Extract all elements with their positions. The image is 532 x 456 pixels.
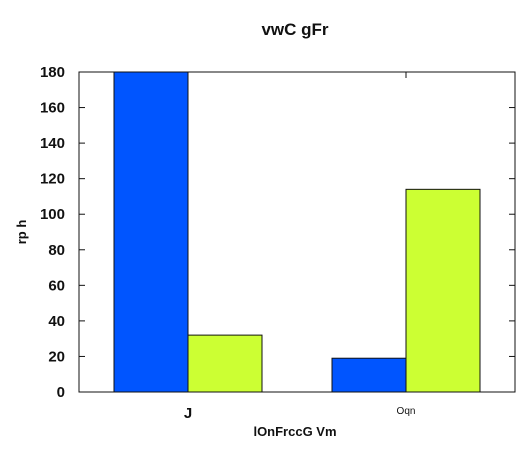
bar: [405, 188, 481, 393]
plot-frame: [78, 71, 516, 393]
y-tick-label: 80: [48, 242, 65, 259]
bar: [113, 71, 189, 393]
y-axis-label: rp h: [14, 220, 29, 245]
y-tick-label: 20: [48, 348, 65, 365]
y-tick-label: 60: [48, 277, 65, 294]
x-tick-label: Oqn: [397, 406, 416, 417]
y-tick-label: 0: [57, 384, 65, 401]
y-axis: 0 20 40 60 80 100 120 140 160 180: [40, 64, 515, 401]
x-axis: J Oqn: [184, 72, 416, 422]
y-tick-label: 140: [40, 135, 65, 152]
y-tick-label: 40: [48, 313, 65, 330]
y-tick-label: 160: [40, 100, 65, 117]
y-tick-label: 100: [40, 206, 65, 223]
y-tick-label: 180: [40, 64, 65, 81]
chart-title: vwC gFr: [261, 20, 328, 39]
bar: [187, 334, 263, 393]
x-axis-label: lOnFrccG Vm: [253, 424, 336, 439]
x-tick-label: J: [184, 405, 192, 422]
bars: [113, 71, 481, 393]
bar: [331, 357, 407, 393]
y-tick-label: 120: [40, 171, 65, 188]
